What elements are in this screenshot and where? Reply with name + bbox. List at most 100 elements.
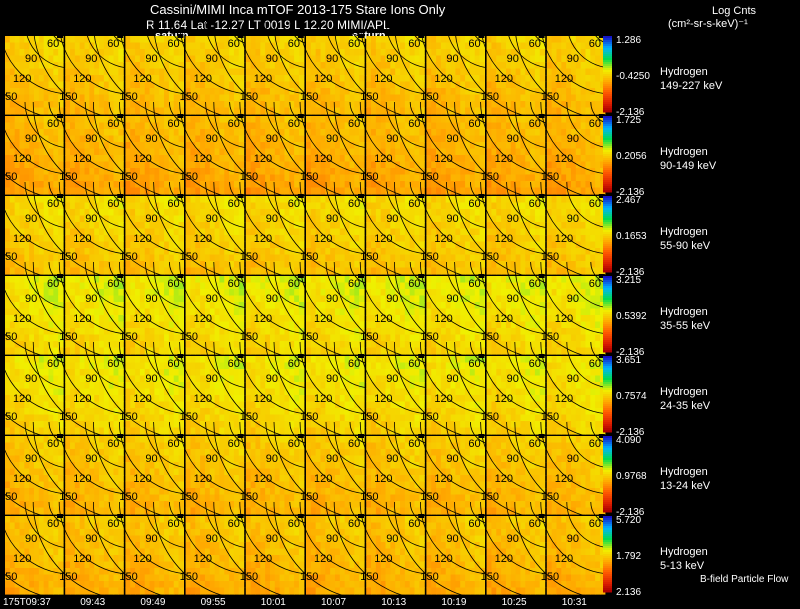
contour-label: 60	[589, 118, 601, 130]
contour-label: 150	[240, 411, 258, 423]
contour-label: 120	[434, 73, 452, 85]
panel-marker	[598, 514, 605, 518]
contour-label: 120	[194, 153, 212, 165]
contour-label: 150	[360, 91, 378, 103]
panel-marker	[237, 34, 244, 38]
contour-label: 120	[13, 393, 31, 405]
contour-label: 150	[119, 171, 137, 183]
contour-label: 150	[481, 91, 499, 103]
contour-line	[0, 270, 72, 335]
contour-label: 120	[495, 313, 513, 325]
panel-marker	[358, 274, 364, 278]
image-panel: 60 90 120 150	[514, 421, 613, 521]
image-panel: 60 90 120 150	[93, 501, 192, 601]
x-tick-label: 10:13	[381, 597, 407, 608]
panel-marker	[418, 114, 425, 118]
panel-marker	[237, 194, 244, 198]
contour-label: 120	[73, 553, 91, 565]
image-panel: 60 90 120 150	[454, 101, 553, 201]
x-tick-label: 09:55	[200, 597, 226, 608]
contour-line	[299, 21, 373, 95]
contour-line	[213, 501, 312, 601]
contour-line	[299, 181, 373, 255]
contour-label: 60	[288, 278, 300, 290]
contour-label: 150	[180, 331, 198, 343]
contour-label: 60	[167, 198, 179, 210]
colorbar	[603, 196, 612, 273]
contour-label: 120	[13, 233, 31, 245]
image-panel: 60 90 120 150	[273, 101, 373, 201]
contour-label: 150	[541, 411, 559, 423]
contour-line	[420, 421, 493, 495]
contour-label: 150	[541, 91, 559, 103]
contour-label: 90	[206, 373, 218, 385]
colorbar-mid: 0.7574	[616, 391, 647, 402]
contour-label: 60	[468, 118, 480, 130]
contour-label: 60	[47, 38, 59, 50]
contour-line	[239, 21, 312, 95]
contour-label: 90	[386, 453, 398, 465]
panel-marker	[358, 434, 364, 438]
colorbar-mid: 0.1653	[616, 231, 647, 242]
panel-marker	[117, 354, 124, 358]
contour-label: 90	[446, 293, 458, 305]
image-panel: 60 90 120 150	[153, 181, 252, 281]
contour-line	[58, 261, 132, 335]
contour-label: 90	[326, 453, 338, 465]
contour-line	[540, 181, 613, 255]
contour-label: 90	[206, 293, 218, 305]
panel-marker	[297, 354, 304, 358]
panel-marker	[237, 274, 244, 278]
image-panel: 60 90 120 150	[153, 261, 252, 361]
contour-label: 150	[360, 571, 378, 583]
contour-label: 90	[145, 213, 157, 225]
contour-label: 90	[567, 213, 579, 225]
contour-line	[119, 341, 192, 415]
contour-label: 150	[59, 91, 77, 103]
contour-label: 60	[288, 358, 300, 370]
contour-line	[58, 501, 132, 575]
colorbar-mid: 0.5392	[616, 311, 647, 322]
image-panel: 60 90 120 150	[0, 501, 72, 601]
contour-label: 90	[507, 53, 519, 65]
contour-line	[540, 341, 613, 415]
contour-label: 120	[555, 473, 573, 485]
image-panel: 60 90 120 150	[333, 21, 433, 121]
contour-label: 90	[266, 453, 278, 465]
contour-label: 90	[386, 213, 398, 225]
image-panel: 60 90 120 150	[514, 341, 613, 441]
panel-marker	[57, 114, 63, 118]
panel-marker	[478, 194, 485, 198]
panel-marker	[57, 194, 63, 198]
contour-line	[179, 421, 252, 495]
contour-line	[420, 181, 493, 255]
row-species-label: Hydrogen	[660, 226, 708, 238]
contour-label: 120	[495, 553, 513, 565]
contour-label: 150	[360, 411, 378, 423]
colorbar-max: 3.651	[616, 355, 642, 366]
contour-label: 90	[85, 453, 97, 465]
contour-label: 150	[59, 171, 77, 183]
image-panel: 60 90 120 150	[273, 21, 373, 121]
contour-label: 90	[386, 133, 398, 145]
contour-label: 120	[314, 313, 332, 325]
contour-line	[420, 101, 493, 175]
contour-label: 150	[541, 251, 559, 263]
contour-label: 60	[167, 118, 179, 130]
image-panel: 60 90 120 150	[454, 421, 553, 521]
contour-label: 150	[119, 571, 137, 583]
contour-line	[540, 21, 613, 95]
panel-marker	[358, 194, 364, 198]
contour-line	[514, 501, 613, 601]
image-panel: 60 90 120 150	[0, 341, 72, 441]
contour-label: 60	[529, 438, 541, 450]
contour-label: 150	[300, 91, 318, 103]
contour-label: 150	[240, 331, 258, 343]
contour-label: 60	[288, 38, 300, 50]
panel-marker	[478, 34, 485, 38]
contour-label: 120	[194, 233, 212, 245]
contour-line	[540, 421, 613, 495]
contour-label: 150	[420, 91, 438, 103]
contour-label: 120	[254, 313, 272, 325]
